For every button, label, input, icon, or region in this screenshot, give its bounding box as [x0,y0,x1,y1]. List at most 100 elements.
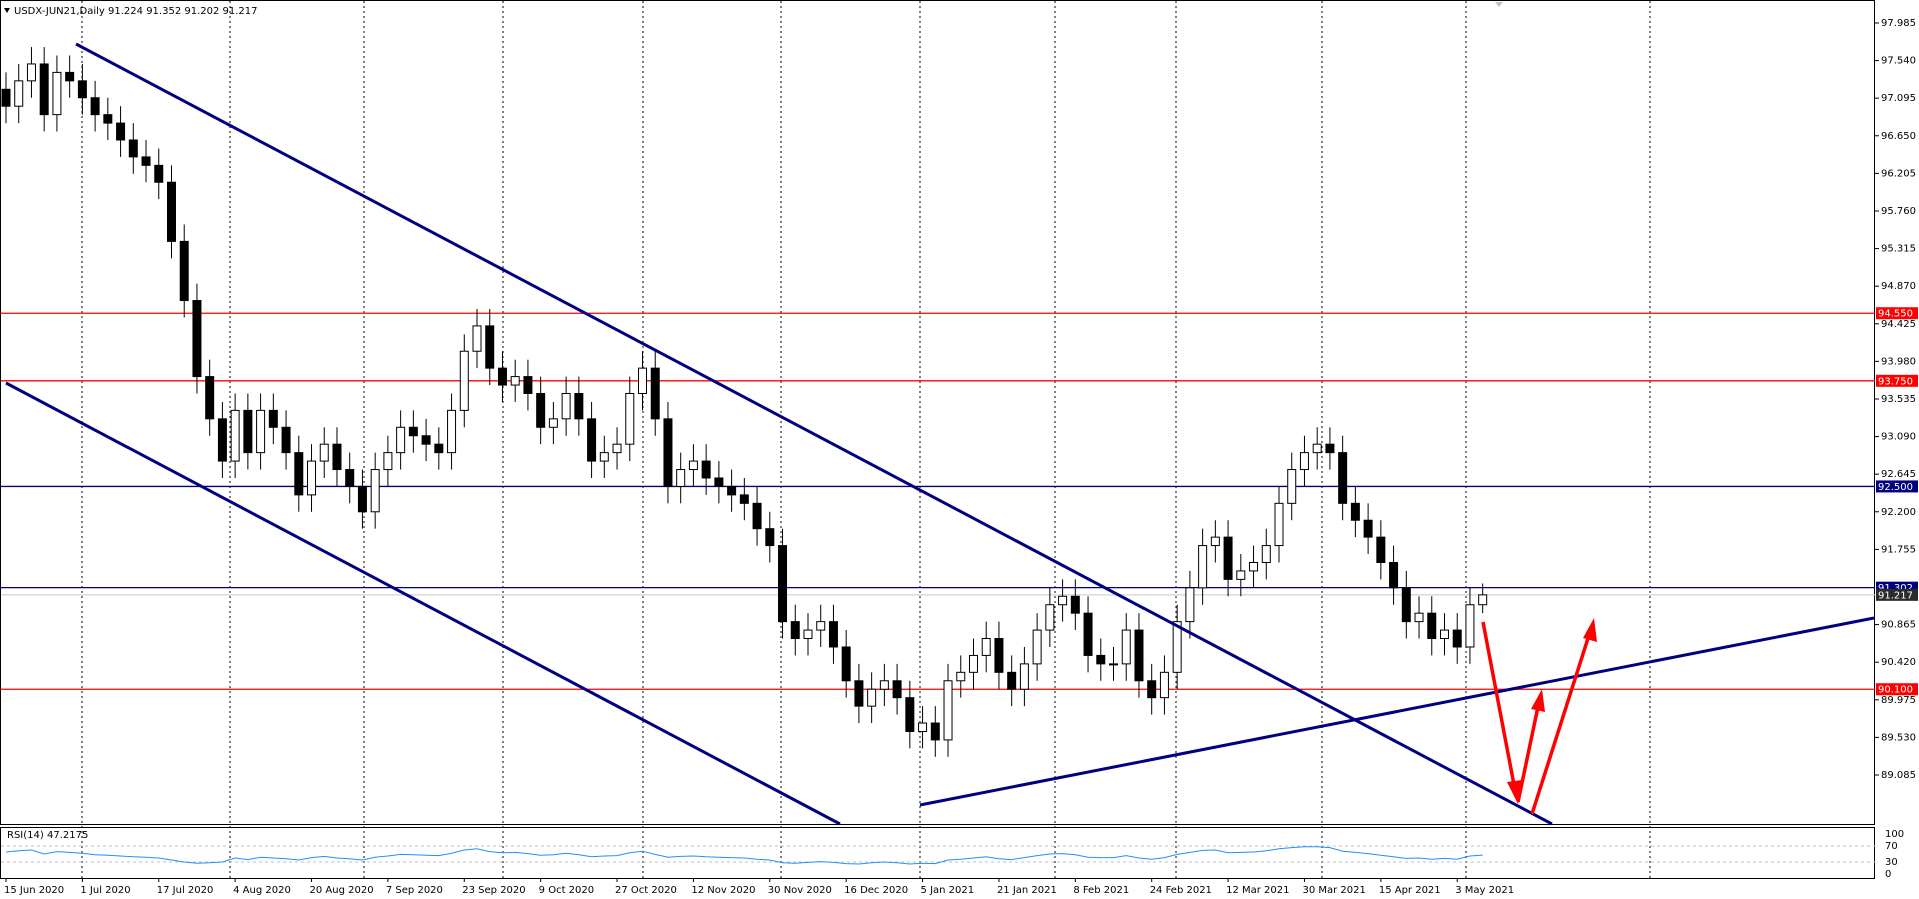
candle-body [790,621,800,640]
candle-body [981,638,991,656]
level-label: 93.750 [1878,376,1913,387]
candle-body [77,80,87,99]
trendlines [5,42,1875,826]
projection-arrows [1481,618,1597,815]
candle-body [1109,663,1119,666]
candle-body [778,545,788,623]
x-tick-label: 7 Sep 2020 [386,885,443,896]
candle-body [370,469,380,513]
candle-body [357,485,367,513]
candle-body [1007,671,1017,690]
chart-header: USDX-JUN21,Daily 91.224 91.352 91.202 91… [14,6,258,17]
x-tick-label: 20 Aug 2020 [310,885,374,896]
candle-body [52,71,62,116]
candle-body [1210,536,1220,547]
candle-body [307,460,317,496]
x-tick-label: 27 Oct 2020 [615,885,677,896]
candle-body [205,376,215,420]
y-tick-label: 96.205 [1881,168,1916,179]
candle-body [345,469,355,487]
x-tick-label: 4 Aug 2020 [233,885,291,896]
x-tick-label: 17 Jul 2020 [157,885,214,896]
candle-body [574,392,584,420]
candle-body [1159,671,1169,699]
candle-body [994,638,1004,673]
candle-body [1121,629,1131,665]
candle-body [65,71,75,82]
candle-body [1185,587,1195,623]
rsi-line [5,846,1483,865]
y-tick-label: 92.200 [1881,507,1916,518]
x-tick-label: 15 Jun 2020 [4,885,64,896]
candle-body [892,680,902,699]
shift-marker [1495,2,1503,7]
x-tick-label: 24 Feb 2021 [1150,885,1212,896]
trendline [919,616,1875,807]
rsi-layer [1,845,1875,865]
candle-body [867,688,877,707]
candle-body [396,426,406,454]
arrow-head [1531,689,1545,712]
candle-body [1389,561,1399,589]
candle-body [1070,595,1080,614]
rsi-panel [0,827,1875,879]
level-tag [1876,307,1918,320]
y-tick-label: 95.315 [1881,244,1916,255]
candle-body [1198,545,1208,589]
candle-body [548,418,558,428]
candle-body [154,164,164,183]
candle-body [1261,545,1271,563]
candle-body [612,443,622,454]
candle-body [879,680,889,690]
candle-body [1350,502,1360,521]
level-label: 91.302 [1878,583,1913,594]
candle-body [727,485,737,496]
candle-body [90,97,100,116]
x-tick-label: 30 Mar 2021 [1302,885,1365,896]
y-tick-label: 93.980 [1881,356,1916,367]
candle-body [765,528,775,547]
candles [1,47,1488,757]
candle-body [192,300,202,378]
y-tick-label: 92.645 [1881,469,1916,480]
candle-body [434,443,444,454]
arrow [1530,631,1592,815]
candle-body [1058,595,1068,606]
candle-body [1338,452,1348,504]
candle-body [714,477,724,487]
y-tick-label: 94.425 [1881,319,1916,330]
rsi-tick-label: 30 [1885,857,1898,868]
y-tick-label: 93.535 [1881,394,1916,405]
candle-body [408,426,418,437]
level-tag [1876,683,1918,696]
candle-body [268,409,278,428]
trendline [75,42,1553,826]
y-tick-label: 97.985 [1881,18,1916,29]
candle-body [103,114,113,124]
level-tag [1876,588,1918,601]
candle-body [179,240,189,302]
x-tick-label: 8 Feb 2021 [1073,885,1129,896]
x-tick-label: 9 Oct 2020 [539,885,594,896]
x-tick-label: 30 Nov 2020 [768,885,832,896]
candle-body [243,409,253,454]
rsi-tick-label: 0 [1885,869,1891,880]
y-tick-label: 93.090 [1881,432,1916,443]
candle-body [1274,502,1284,547]
candle-body [383,452,393,471]
candle-body [1096,654,1106,665]
candle-body [472,325,482,352]
candle-body [1236,570,1246,580]
candle-body [294,452,304,496]
candle-body [1134,629,1144,682]
candle-body [332,443,342,471]
x-tick-label: 12 Nov 2020 [691,885,755,896]
candle-body [803,629,813,640]
y-tick-label: 96.650 [1881,131,1916,142]
candle-body [14,80,24,107]
candle-body [1299,452,1309,471]
price-panel [0,0,1875,825]
x-tick-label: 21 Jan 2021 [997,885,1057,896]
candle-body [650,367,660,420]
